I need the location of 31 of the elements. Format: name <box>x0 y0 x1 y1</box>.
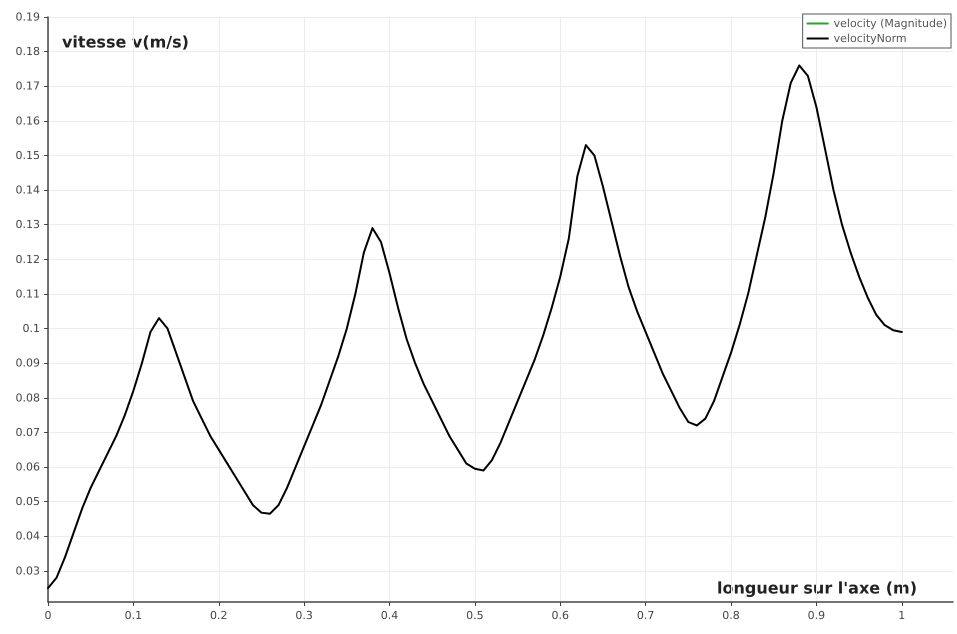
y-tick-label: 0.1 <box>22 322 40 336</box>
x-tick-label: 0.7 <box>636 609 654 622</box>
y-tick-label: 0.06 <box>16 460 40 474</box>
y-axis-title: vitesse v(m/s) <box>62 32 189 52</box>
y-tick-label: 0.08 <box>16 391 40 404</box>
y-tick-label: 0.15 <box>16 148 40 162</box>
x-tick-label: 0.8 <box>722 609 740 622</box>
y-tick-label: 0.17 <box>16 80 40 93</box>
x-tick-label: 0.4 <box>380 609 398 622</box>
x-tick-label: 0.2 <box>210 609 228 622</box>
x-tick-label: 0.3 <box>295 609 313 622</box>
y-tick-label: 0.12 <box>16 252 40 266</box>
x-tick-label: 0.6 <box>552 609 570 622</box>
y-tick-label: 0.11 <box>16 287 40 300</box>
legend-label: velocityNorm <box>834 32 907 45</box>
y-tick-label: 0.09 <box>16 356 40 370</box>
legend-label: velocity (Magnitude) <box>834 17 948 30</box>
y-tick-label: 0.19 <box>16 10 40 24</box>
y-tick-label: 0.04 <box>16 530 40 543</box>
y-tick-label: 0.16 <box>16 114 40 128</box>
y-tick-label: 0.18 <box>16 45 40 58</box>
x-tick-label: 0.9 <box>808 609 826 622</box>
x-tick-label: 0.1 <box>124 609 142 622</box>
x-tick-label: 1 <box>898 609 906 622</box>
y-tick-label: 0.13 <box>16 218 40 232</box>
y-tick-label: 0.03 <box>16 564 40 578</box>
y-tick-label: 0.05 <box>16 495 40 508</box>
x-tick-label: 0 <box>44 609 52 622</box>
y-tick-label: 0.14 <box>16 184 40 197</box>
x-tick-label: 0.5 <box>466 609 484 622</box>
y-tick-label: 0.07 <box>16 426 40 439</box>
